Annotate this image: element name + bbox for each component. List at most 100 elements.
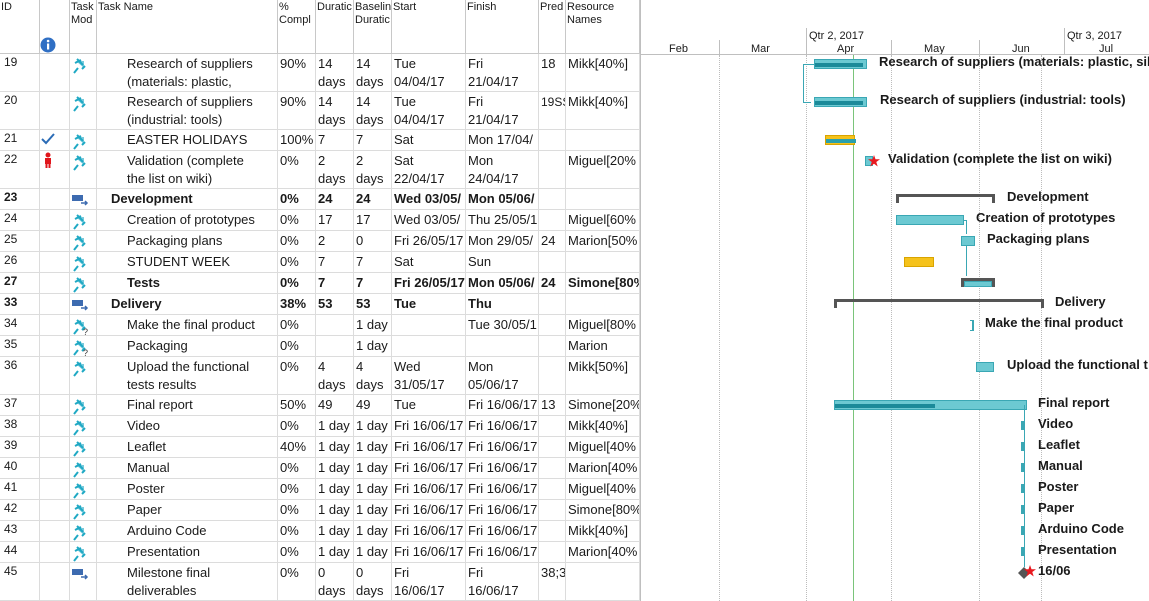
cell-dur[interactable]: 1 day — [316, 542, 354, 562]
cell-start[interactable]: Wed 03/05/ — [392, 210, 466, 230]
cell-id[interactable]: 38 — [0, 416, 40, 436]
cell-name[interactable]: Tests — [97, 273, 278, 293]
task-bar[interactable] — [814, 59, 867, 69]
cell-name[interactable]: Validation (complete the list on wiki) — [97, 151, 278, 188]
cell-bdur[interactable]: 1 day — [354, 416, 392, 436]
cell-pct[interactable]: 90% — [278, 92, 316, 129]
cell-id[interactable]: 20 — [0, 92, 40, 129]
task-bar[interactable] — [1021, 463, 1024, 472]
cell-name[interactable]: Arduino Code — [97, 521, 278, 541]
cell-pct[interactable]: 0% — [278, 315, 316, 335]
cell-pred[interactable]: 38;3 — [539, 563, 566, 600]
header-resource-names[interactable]: Resource Names — [566, 0, 640, 54]
cell-name[interactable]: Packaging plans — [97, 231, 278, 251]
cell-name[interactable]: Final report — [97, 395, 278, 415]
cell-dur[interactable]: 17 days — [316, 210, 354, 230]
cell-pct[interactable]: 0% — [278, 210, 316, 230]
cell-id[interactable]: 34 — [0, 315, 40, 335]
cell-dur[interactable]: 7 days — [316, 273, 354, 293]
cell-name[interactable]: Development — [97, 189, 278, 209]
cell-finish[interactable]: Fri 16/06/17 — [466, 395, 539, 415]
indicator-cell[interactable] — [40, 336, 70, 356]
task-bar-bracket[interactable] — [970, 320, 974, 331]
cell-pred[interactable] — [539, 336, 566, 356]
indicator-cell[interactable] — [40, 563, 70, 600]
indicator-cell[interactable] — [40, 437, 70, 457]
task-mode-cell[interactable]: ? — [70, 315, 97, 335]
cell-start[interactable]: Wed 03/05/ — [392, 189, 466, 209]
cell-pred[interactable] — [539, 458, 566, 478]
cell-dur[interactable]: 14 days — [316, 92, 354, 129]
table-row[interactable]: 41 Poster 0% 1 day 1 day Fri 16/06/17 Fri 16/0… — [0, 479, 640, 500]
cell-finish[interactable]: Fri 21/04/17 — [466, 54, 539, 91]
cell-start[interactable]: Tue 11/04/17 — [392, 395, 466, 415]
cell-bdur[interactable]: 24 days — [354, 189, 392, 209]
task-mode-cell[interactable] — [70, 542, 97, 562]
cell-pred[interactable]: 19SS — [539, 92, 566, 129]
table-row[interactable]: 20 Research of suppliers (industrial: too… — [0, 92, 640, 130]
cell-dur[interactable]: 1 day — [316, 458, 354, 478]
cell-name[interactable]: Delivery — [97, 294, 278, 314]
cell-name[interactable]: Creation of prototypes — [97, 210, 278, 230]
cell-id[interactable]: 24 — [0, 210, 40, 230]
task-mode-cell[interactable] — [70, 54, 97, 91]
cell-dur[interactable] — [316, 336, 354, 356]
cell-dur[interactable]: 49 days — [316, 395, 354, 415]
cell-start[interactable] — [392, 315, 466, 335]
cell-start[interactable]: Tue 11/04/17 — [392, 294, 466, 314]
task-mode-cell[interactable] — [70, 458, 97, 478]
cell-id[interactable]: 37 — [0, 395, 40, 415]
table-row[interactable]: 39 Leaflet 40% 1 day 1 day Fri 16/06/17 Fri 16… — [0, 437, 640, 458]
cell-pred[interactable] — [539, 130, 566, 150]
indicator-cell[interactable] — [40, 151, 70, 188]
cell-finish[interactable]: Fri 16/06/17 — [466, 563, 539, 600]
cell-finish[interactable]: Fri 16/06/17 — [466, 479, 539, 499]
cell-dur[interactable]: 53 days — [316, 294, 354, 314]
cell-pred[interactable]: 24 — [539, 273, 566, 293]
cell-pred[interactable]: 13 — [539, 395, 566, 415]
cell-id[interactable]: 19 — [0, 54, 40, 91]
header-finish[interactable]: Finish — [466, 0, 539, 54]
header-duration[interactable]: Duratic — [316, 0, 354, 54]
cell-start[interactable]: Fri 16/06/17 — [392, 521, 466, 541]
summary-bar-delivery[interactable] — [834, 299, 1044, 308]
cell-name[interactable]: Poster — [97, 479, 278, 499]
task-mode-cell[interactable] — [70, 273, 97, 293]
cell-name[interactable]: Video — [97, 416, 278, 436]
cell-start[interactable]: Fri 16/06/17 — [392, 437, 466, 457]
cell-name[interactable]: Manual — [97, 458, 278, 478]
cell-finish[interactable]: Mon 05/06/17 — [466, 357, 539, 394]
cell-finish[interactable]: Mon 05/06/ — [466, 273, 539, 293]
cell-bdur[interactable]: 7 days — [354, 130, 392, 150]
cell-res[interactable] — [566, 189, 640, 209]
cell-res[interactable]: Simone[80% — [566, 500, 640, 520]
cell-pred[interactable] — [539, 294, 566, 314]
cell-pct[interactable]: 90% — [278, 54, 316, 91]
cell-id[interactable]: 23 — [0, 189, 40, 209]
table-row[interactable]: 43 Arduino Code 0% 1 day 1 day Fri 16/06/17 Fr… — [0, 521, 640, 542]
cell-finish[interactable]: Thu 22/06/1 — [466, 294, 539, 314]
cell-start[interactable]: Fri 16/06/17 — [392, 416, 466, 436]
indicator-cell[interactable] — [40, 130, 70, 150]
cell-res[interactable]: Miguel[40% — [566, 437, 640, 457]
cell-id[interactable]: 33 — [0, 294, 40, 314]
task-mode-cell[interactable] — [70, 252, 97, 272]
cell-pct[interactable]: 0% — [278, 336, 316, 356]
cell-pred[interactable] — [539, 151, 566, 188]
cell-res[interactable] — [566, 130, 640, 150]
cell-name[interactable]: Presentation — [97, 542, 278, 562]
cell-id[interactable]: 43 — [0, 521, 40, 541]
indicator-cell[interactable] — [40, 92, 70, 129]
cell-pct[interactable]: 0% — [278, 273, 316, 293]
task-bar[interactable] — [961, 236, 975, 246]
cell-res[interactable]: Miguel[20% — [566, 151, 640, 188]
cell-res[interactable]: Miguel[80% — [566, 315, 640, 335]
cell-dur[interactable]: 7 days — [316, 252, 354, 272]
cell-bdur[interactable]: 7 days — [354, 252, 392, 272]
cell-finish[interactable]: Mon 29/05/ — [466, 231, 539, 251]
cell-id[interactable]: 27 — [0, 273, 40, 293]
